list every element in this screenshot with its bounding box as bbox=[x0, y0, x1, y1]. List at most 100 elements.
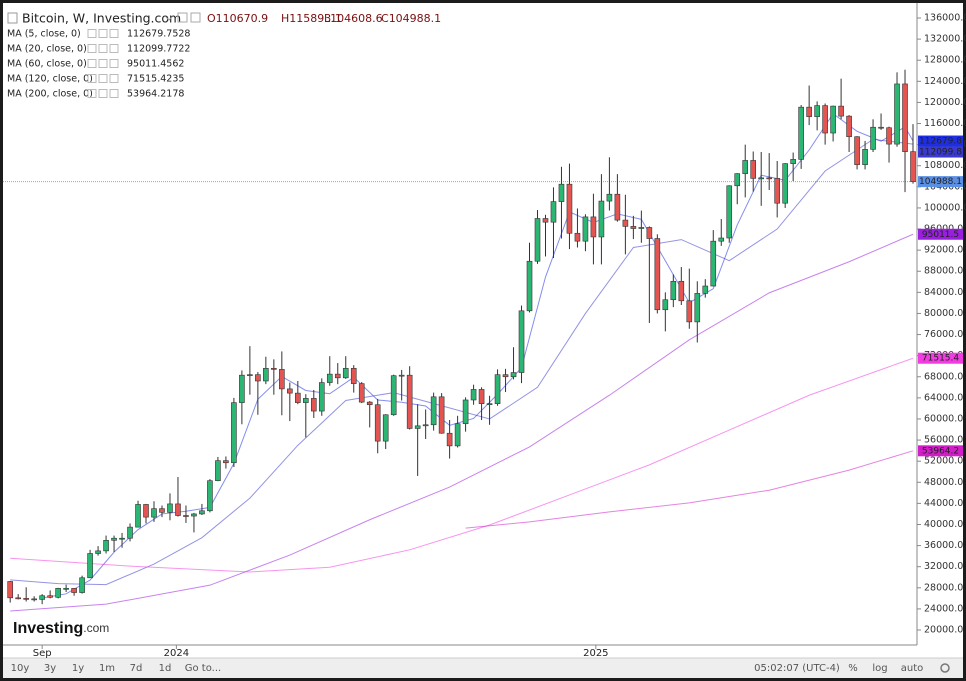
plot-area bbox=[3, 69, 917, 612]
candle-body bbox=[662, 299, 669, 311]
candle-body bbox=[590, 216, 597, 238]
toolbar bbox=[3, 658, 963, 678]
ma-line bbox=[465, 450, 914, 529]
candle-body bbox=[798, 106, 804, 160]
candle-body bbox=[63, 588, 69, 590]
candle-body bbox=[430, 396, 437, 426]
legend-remove[interactable] bbox=[109, 74, 119, 83]
legend-settings[interactable] bbox=[98, 74, 108, 83]
legend-eye[interactable] bbox=[87, 89, 97, 98]
ma-line bbox=[10, 233, 914, 612]
candle-body bbox=[854, 136, 860, 165]
scale-option[interactable]: log bbox=[872, 663, 887, 674]
candle-body bbox=[438, 396, 445, 434]
x-tick-label: 2025 bbox=[583, 648, 608, 659]
y-tick-label: 80000.0 bbox=[924, 308, 963, 319]
legend-settings[interactable] bbox=[98, 59, 108, 68]
candle-body bbox=[790, 159, 796, 164]
range-button[interactable]: 3y bbox=[44, 663, 56, 674]
candle-body bbox=[774, 178, 780, 204]
legend-eye[interactable] bbox=[87, 44, 97, 53]
candle-body bbox=[542, 218, 549, 223]
ohlc-open: O110670.9 bbox=[207, 12, 268, 25]
candle-body bbox=[750, 160, 757, 179]
ohlc-high: H115893.1 bbox=[281, 12, 342, 25]
legend-settings[interactable] bbox=[98, 29, 108, 38]
candle-body bbox=[366, 401, 373, 406]
y-tick-label: 64000.0 bbox=[924, 392, 963, 403]
price-tag bbox=[918, 228, 963, 240]
range-button[interactable]: 10y bbox=[11, 663, 30, 674]
candle-body bbox=[55, 588, 61, 598]
legend-eye[interactable] bbox=[87, 59, 97, 68]
ohlc-value: 104988.1 bbox=[389, 12, 442, 25]
legend-settings[interactable] bbox=[98, 89, 108, 98]
price-tag bbox=[918, 445, 963, 457]
legend-value: 112679.7528 bbox=[127, 29, 190, 40]
candle-body bbox=[742, 160, 749, 174]
price-tag bbox=[918, 176, 963, 188]
price-tag bbox=[918, 146, 963, 158]
legend-remove[interactable] bbox=[109, 29, 119, 38]
range-button[interactable]: 7d bbox=[130, 663, 143, 674]
candle-body bbox=[622, 219, 629, 227]
legend-remove[interactable] bbox=[109, 89, 119, 98]
ohlc-value: 104608.6 bbox=[330, 12, 383, 25]
ohlc-label: O bbox=[207, 12, 216, 25]
settings-icon[interactable] bbox=[190, 12, 201, 23]
legend-label: MA (20, close, 0) bbox=[7, 44, 87, 55]
candle-body bbox=[127, 526, 133, 539]
candle-body bbox=[406, 374, 413, 429]
candle-body bbox=[47, 595, 53, 598]
candle-body bbox=[702, 285, 709, 294]
range-button[interactable]: 1m bbox=[99, 663, 115, 674]
legend-remove[interactable] bbox=[109, 44, 119, 53]
dropdown-icon[interactable] bbox=[165, 16, 173, 21]
y-tick-label: 116000.0 bbox=[924, 118, 966, 129]
candle-body bbox=[287, 388, 293, 394]
settings-gear[interactable] bbox=[940, 663, 950, 673]
candle-body bbox=[518, 310, 525, 373]
price-tag-label: 112679.8 bbox=[919, 137, 962, 147]
candle-body bbox=[718, 237, 725, 242]
candle-body bbox=[374, 404, 381, 442]
candle-body bbox=[526, 260, 533, 312]
candle-body bbox=[87, 553, 93, 579]
scale-option[interactable]: % bbox=[848, 663, 858, 674]
candle-body bbox=[782, 163, 788, 204]
candle-body bbox=[318, 382, 325, 412]
candle-body bbox=[630, 226, 637, 229]
candle-body bbox=[390, 375, 397, 416]
legend-value: 112099.7722 bbox=[127, 44, 190, 55]
scale-option[interactable]: auto bbox=[901, 663, 924, 674]
candle-body bbox=[862, 149, 868, 165]
candle-body bbox=[638, 227, 645, 229]
y-tick-label: 20000.0 bbox=[924, 625, 963, 636]
candle-body bbox=[183, 515, 189, 517]
x-tick-label: 2024 bbox=[164, 648, 189, 659]
candle-body bbox=[814, 105, 820, 117]
candle-body bbox=[342, 368, 349, 379]
range-button[interactable]: 1d bbox=[159, 663, 172, 674]
candle-body bbox=[414, 425, 421, 429]
candle-body bbox=[598, 200, 605, 238]
range-button[interactable]: Go to... bbox=[185, 663, 221, 674]
candle-body bbox=[574, 232, 581, 242]
candle-body bbox=[247, 374, 253, 376]
y-tick-label: 40000.0 bbox=[924, 519, 963, 530]
eye-icon[interactable] bbox=[177, 12, 188, 23]
x-tick-label: Sep bbox=[33, 648, 52, 659]
y-tick-label: 132000.0 bbox=[924, 34, 966, 45]
legend-eye[interactable] bbox=[87, 29, 97, 38]
legend-eye[interactable] bbox=[87, 74, 97, 83]
legend-remove[interactable] bbox=[109, 59, 119, 68]
candle-body bbox=[295, 392, 301, 403]
range-button[interactable]: 1y bbox=[72, 663, 84, 674]
legend-settings[interactable] bbox=[98, 44, 108, 53]
candle-body bbox=[143, 504, 149, 518]
collapse-icon[interactable] bbox=[7, 12, 18, 24]
price-tag bbox=[918, 352, 963, 364]
logo-suffix: .com bbox=[83, 621, 109, 635]
legend-value: 71515.4235 bbox=[127, 74, 184, 85]
candle-body bbox=[766, 177, 772, 180]
